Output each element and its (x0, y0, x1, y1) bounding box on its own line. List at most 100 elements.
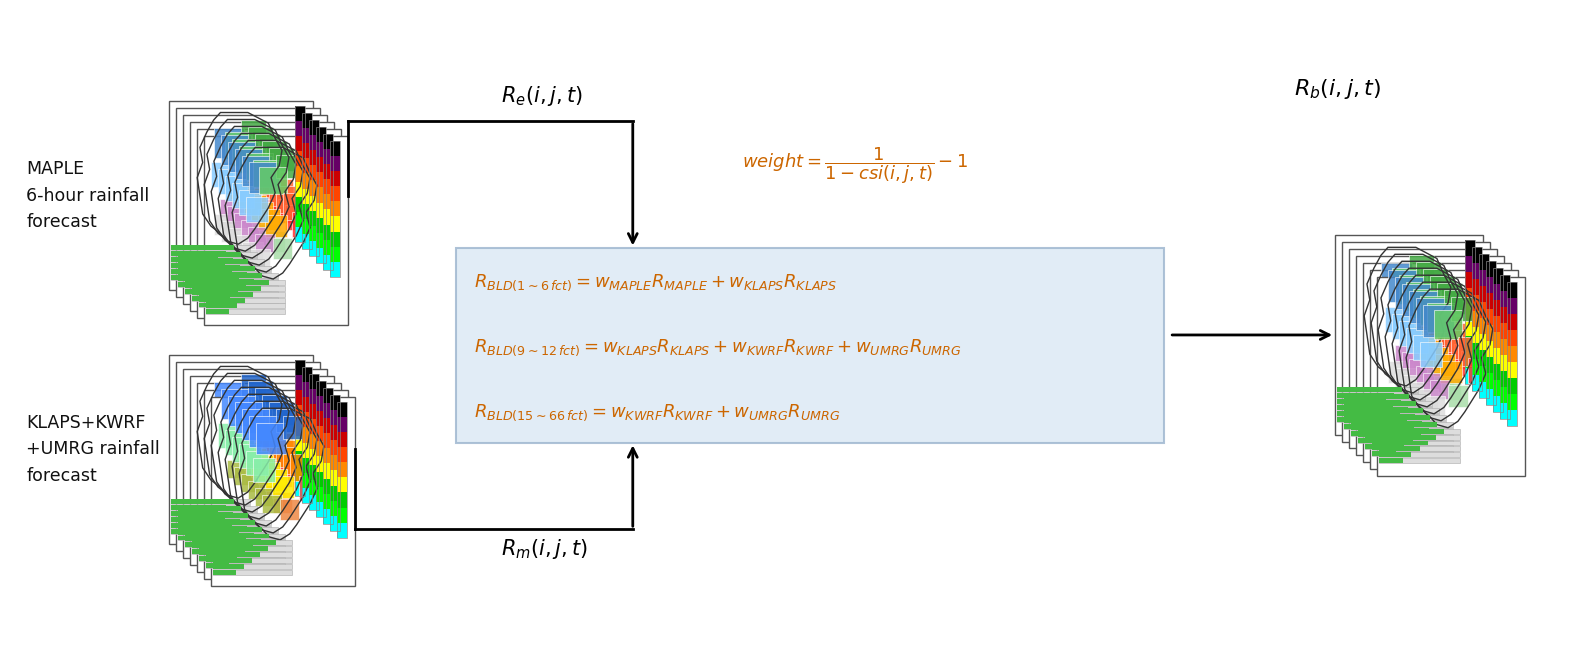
Bar (262, 494, 281, 512)
Bar (171, 269, 202, 274)
Bar (1377, 277, 1525, 477)
Bar (185, 537, 216, 541)
Bar (199, 278, 278, 284)
Bar (265, 469, 287, 490)
Bar (191, 537, 272, 542)
Bar (330, 141, 341, 156)
Bar (177, 512, 234, 516)
Bar (1394, 368, 1418, 391)
Bar (324, 388, 333, 403)
Bar (205, 286, 261, 291)
Bar (1388, 361, 1410, 383)
Bar (171, 529, 249, 533)
Bar (1358, 426, 1438, 430)
Bar (1492, 268, 1503, 284)
Bar (205, 552, 245, 556)
Bar (1352, 430, 1432, 436)
Bar (213, 565, 292, 569)
Bar (1344, 406, 1393, 411)
Bar (177, 258, 234, 263)
Bar (324, 240, 333, 255)
Bar (1378, 428, 1461, 434)
Bar (171, 244, 234, 250)
Bar (324, 388, 333, 524)
Bar (238, 203, 257, 224)
Bar (1472, 343, 1481, 359)
Bar (257, 209, 279, 230)
Bar (199, 539, 278, 544)
Bar (262, 395, 286, 418)
Bar (316, 248, 327, 263)
Bar (1378, 458, 1404, 464)
Bar (205, 533, 286, 539)
Bar (1500, 371, 1510, 387)
Bar (1399, 275, 1427, 304)
Bar (191, 537, 232, 542)
Bar (248, 381, 273, 404)
Bar (276, 186, 300, 213)
Bar (1426, 347, 1448, 369)
Bar (245, 211, 264, 231)
Bar (1352, 430, 1375, 436)
Bar (295, 481, 305, 496)
Bar (185, 525, 232, 529)
Bar (1358, 420, 1438, 424)
Bar (177, 529, 210, 535)
Bar (1486, 277, 1495, 293)
Bar (316, 426, 327, 441)
Bar (1486, 309, 1495, 325)
Bar (199, 278, 254, 284)
Bar (199, 284, 278, 289)
Bar (171, 263, 249, 268)
Bar (254, 419, 279, 446)
Bar (185, 259, 248, 263)
Bar (1358, 413, 1438, 419)
Bar (169, 101, 313, 290)
Bar (185, 512, 264, 518)
Bar (177, 518, 257, 522)
Bar (191, 544, 272, 548)
Bar (1506, 394, 1517, 409)
Bar (1378, 434, 1461, 439)
Bar (205, 557, 237, 563)
Bar (256, 488, 275, 506)
Bar (205, 539, 261, 544)
Bar (177, 263, 226, 269)
Bar (191, 544, 223, 548)
Bar (1500, 275, 1510, 419)
Bar (1492, 284, 1503, 300)
Bar (221, 452, 240, 471)
Bar (1372, 434, 1453, 439)
Bar (316, 203, 327, 218)
Bar (1397, 319, 1420, 342)
Bar (279, 499, 300, 520)
Bar (302, 203, 313, 219)
Bar (1492, 268, 1503, 411)
Bar (1394, 277, 1426, 309)
Bar (245, 194, 265, 216)
Bar (171, 263, 210, 268)
Bar (1337, 393, 1418, 398)
Bar (1416, 262, 1442, 286)
Bar (1486, 389, 1495, 405)
Bar (1472, 295, 1481, 311)
Bar (185, 512, 248, 518)
Bar (330, 455, 341, 470)
Bar (1334, 235, 1483, 434)
Bar (324, 418, 333, 433)
Bar (302, 443, 313, 458)
Bar (199, 556, 223, 561)
Bar (309, 389, 319, 404)
Bar (1344, 424, 1426, 428)
Bar (1416, 298, 1446, 330)
Bar (302, 397, 313, 412)
Bar (1506, 409, 1517, 426)
Bar (199, 273, 262, 278)
Bar (177, 535, 202, 541)
Bar (276, 409, 300, 432)
Bar (1423, 305, 1454, 337)
Bar (191, 272, 272, 276)
Bar (278, 456, 300, 480)
Bar (330, 501, 341, 516)
Bar (1423, 302, 1448, 331)
